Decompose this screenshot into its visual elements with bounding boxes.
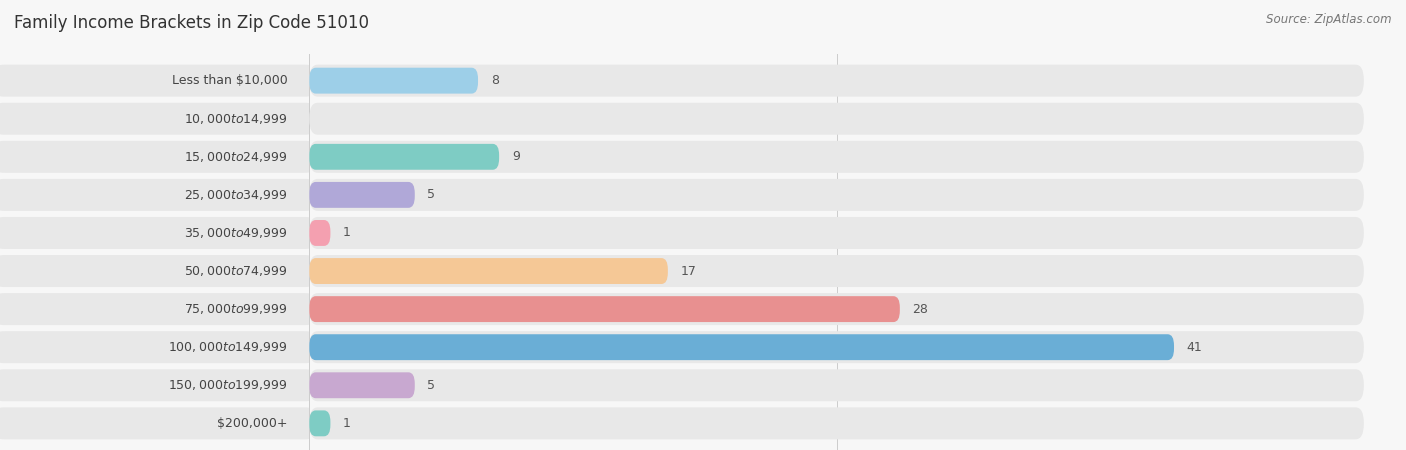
FancyBboxPatch shape bbox=[309, 407, 1364, 439]
Text: $35,000 to $49,999: $35,000 to $49,999 bbox=[184, 226, 288, 240]
FancyBboxPatch shape bbox=[309, 258, 668, 284]
FancyBboxPatch shape bbox=[0, 293, 309, 325]
FancyBboxPatch shape bbox=[309, 68, 478, 94]
Text: 1: 1 bbox=[343, 417, 352, 430]
Text: Less than $10,000: Less than $10,000 bbox=[172, 74, 288, 87]
Text: 41: 41 bbox=[1187, 341, 1202, 354]
Text: $200,000+: $200,000+ bbox=[217, 417, 288, 430]
FancyBboxPatch shape bbox=[0, 369, 309, 401]
Text: $150,000 to $199,999: $150,000 to $199,999 bbox=[169, 378, 288, 392]
Text: $15,000 to $24,999: $15,000 to $24,999 bbox=[184, 150, 288, 164]
FancyBboxPatch shape bbox=[0, 407, 309, 439]
Text: $75,000 to $99,999: $75,000 to $99,999 bbox=[184, 302, 288, 316]
Text: 5: 5 bbox=[427, 189, 436, 202]
Text: 1: 1 bbox=[343, 226, 352, 239]
FancyBboxPatch shape bbox=[309, 65, 1364, 97]
FancyBboxPatch shape bbox=[309, 410, 330, 436]
Text: $10,000 to $14,999: $10,000 to $14,999 bbox=[184, 112, 288, 126]
Text: Family Income Brackets in Zip Code 51010: Family Income Brackets in Zip Code 51010 bbox=[14, 14, 368, 32]
Text: $100,000 to $149,999: $100,000 to $149,999 bbox=[169, 340, 288, 354]
FancyBboxPatch shape bbox=[309, 179, 1364, 211]
FancyBboxPatch shape bbox=[309, 220, 330, 246]
FancyBboxPatch shape bbox=[0, 255, 309, 287]
Text: $25,000 to $34,999: $25,000 to $34,999 bbox=[184, 188, 288, 202]
FancyBboxPatch shape bbox=[309, 217, 1364, 249]
FancyBboxPatch shape bbox=[0, 217, 309, 249]
FancyBboxPatch shape bbox=[309, 372, 415, 398]
FancyBboxPatch shape bbox=[309, 293, 1364, 325]
FancyBboxPatch shape bbox=[0, 65, 309, 97]
FancyBboxPatch shape bbox=[309, 103, 1364, 135]
Text: 8: 8 bbox=[491, 74, 499, 87]
FancyBboxPatch shape bbox=[309, 334, 1174, 360]
Text: 17: 17 bbox=[681, 265, 696, 278]
Text: 5: 5 bbox=[427, 379, 436, 392]
FancyBboxPatch shape bbox=[309, 255, 1364, 287]
Text: $50,000 to $74,999: $50,000 to $74,999 bbox=[184, 264, 288, 278]
Text: 9: 9 bbox=[512, 150, 520, 163]
FancyBboxPatch shape bbox=[0, 179, 309, 211]
FancyBboxPatch shape bbox=[309, 369, 1364, 401]
Text: Source: ZipAtlas.com: Source: ZipAtlas.com bbox=[1267, 14, 1392, 27]
FancyBboxPatch shape bbox=[0, 331, 309, 363]
FancyBboxPatch shape bbox=[0, 103, 309, 135]
FancyBboxPatch shape bbox=[309, 141, 1364, 173]
FancyBboxPatch shape bbox=[309, 144, 499, 170]
FancyBboxPatch shape bbox=[309, 296, 900, 322]
FancyBboxPatch shape bbox=[0, 141, 309, 173]
FancyBboxPatch shape bbox=[309, 182, 415, 208]
Text: 28: 28 bbox=[912, 302, 928, 315]
FancyBboxPatch shape bbox=[309, 331, 1364, 363]
